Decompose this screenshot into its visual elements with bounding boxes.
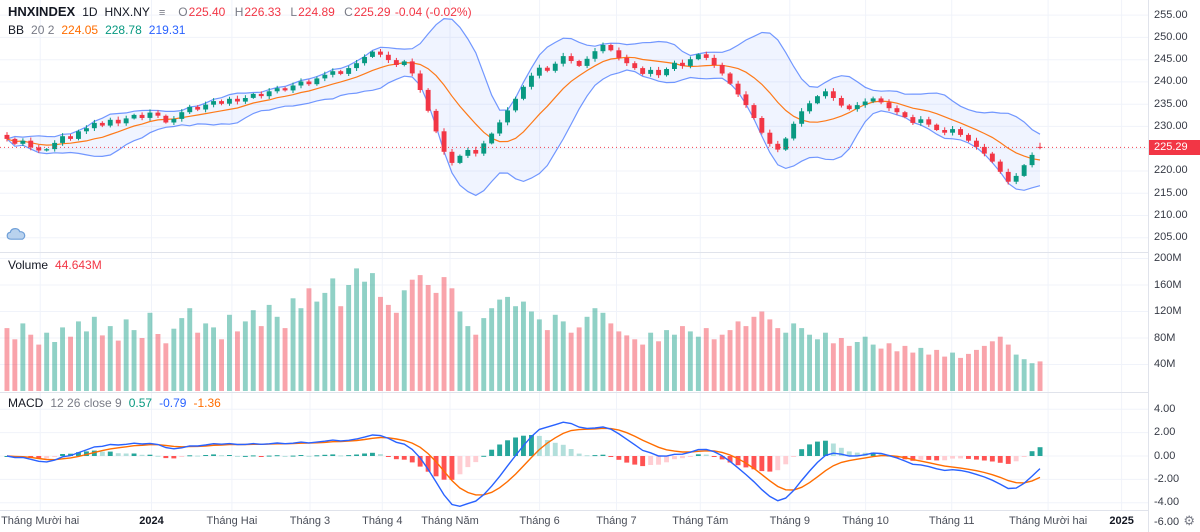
macd-signal-value: -1.36	[193, 396, 221, 410]
axis-tick: 40M	[1154, 358, 1176, 370]
axis-tick: 2.00	[1154, 426, 1176, 439]
time-tick: Tháng Mười hai	[1, 515, 80, 527]
axis-tick: 250.00	[1154, 30, 1188, 43]
high-label: H	[234, 5, 244, 19]
bb-params: 20 2	[31, 23, 55, 37]
axis-tick: -6.00	[1154, 515, 1180, 528]
axis-tick: 230.00	[1154, 119, 1188, 132]
last-price-badge: 225.29	[1149, 139, 1200, 155]
axis-tick: 240.00	[1154, 75, 1188, 88]
volume-legend[interactable]: Volume 44.643M	[8, 257, 102, 273]
time-tick: Tháng 6	[519, 515, 560, 527]
axis-tick: 245.00	[1154, 53, 1188, 66]
axis-tick: -2.00	[1154, 472, 1180, 485]
close-label: C	[344, 5, 353, 19]
time-tick: Tháng Năm	[421, 515, 479, 527]
axis-tick: 205.00	[1154, 231, 1188, 244]
macd-legend[interactable]: MACD 12 26 close 9 0.57 -0.79 -1.36	[8, 395, 221, 411]
axis-tick: 120M	[1154, 305, 1182, 317]
bb-upper-value: 228.78	[105, 23, 142, 37]
time-tick: 2024	[139, 515, 164, 527]
high-value: 226.33	[244, 5, 282, 19]
bb-name: BB	[8, 23, 25, 37]
price-chart-canvas[interactable]	[0, 0, 1148, 510]
time-tick: Tháng 7	[596, 515, 637, 527]
time-tick: Tháng 3	[289, 515, 331, 527]
volume-value: 44.643M	[55, 258, 102, 272]
interval-label[interactable]: 1D	[82, 5, 98, 19]
macd-params: 12 26 close 9	[50, 396, 122, 410]
low-label: L	[290, 5, 298, 19]
macd-name: MACD	[8, 396, 44, 410]
chart-area[interactable]: HNXINDEX 1D HNX.NY ≡ O225.40 H226.33 L22…	[0, 0, 1148, 532]
axis-tick: 160M	[1154, 278, 1182, 291]
bb-basis-value: 224.05	[61, 23, 99, 37]
ohlc-readout: O225.40 H226.33 L224.89 C225.29 -0.04 (-…	[172, 4, 471, 20]
close-value: 225.29	[353, 5, 391, 19]
exchange-label[interactable]: HNX.NY	[104, 5, 150, 19]
volume-name: Volume	[8, 258, 49, 272]
axis-tick: 80M	[1154, 331, 1176, 344]
time-tick: Tháng 9	[769, 515, 810, 527]
symbol-name[interactable]: HNXINDEX	[8, 4, 76, 19]
instrument-menu-icon[interactable]: ≡	[158, 7, 166, 19]
axis-tick: 200M	[1154, 252, 1182, 264]
open-value: 225.40	[188, 5, 226, 19]
time-tick: Tháng 11	[928, 515, 975, 527]
time-tick: Tháng Hai	[206, 515, 258, 527]
time-tick: Tháng 4	[362, 515, 403, 527]
watermark-cloud-icon	[5, 226, 27, 247]
price-axis[interactable]: 225.29 ⚙ 255.00 250.00 245.00 240.00 235.00 2…	[1148, 0, 1200, 532]
time-tick: Tháng Tám	[672, 515, 729, 527]
change-value: -0.04 (-0.02%)	[394, 5, 472, 19]
low-value: 224.89	[298, 5, 335, 19]
axis-tick: 255.00	[1154, 8, 1188, 21]
macd-line-value: -0.79	[159, 396, 187, 410]
axis-tick: 0.00	[1154, 449, 1176, 462]
time-tick: Tháng 10	[842, 515, 889, 527]
open-label: O	[178, 5, 188, 19]
macd-hist-value: 0.57	[128, 396, 153, 410]
symbol-legend: HNXINDEX 1D HNX.NY ≡ O225.40 H226.33 L22…	[8, 4, 472, 21]
axis-tick: 220.00	[1154, 164, 1188, 177]
time-tick: 2025	[1109, 515, 1134, 527]
time-tick: Tháng Mười hai	[1009, 515, 1088, 527]
bb-legend[interactable]: BB 20 2 224.05 228.78 219.31	[8, 22, 185, 38]
axis-tick: 210.00	[1154, 208, 1188, 221]
axis-tick: 235.00	[1154, 97, 1188, 110]
axis-tick: 4.00	[1154, 402, 1176, 415]
bb-lower-value: 219.31	[148, 23, 186, 37]
settings-gear-icon[interactable]: ⚙	[1181, 513, 1195, 529]
axis-tick: -4.00	[1154, 496, 1180, 509]
axis-tick: 215.00	[1154, 186, 1188, 199]
time-axis[interactable]: Tháng Mười hai 2024 Tháng Hai Tháng 3 Tháng …	[0, 510, 1148, 532]
